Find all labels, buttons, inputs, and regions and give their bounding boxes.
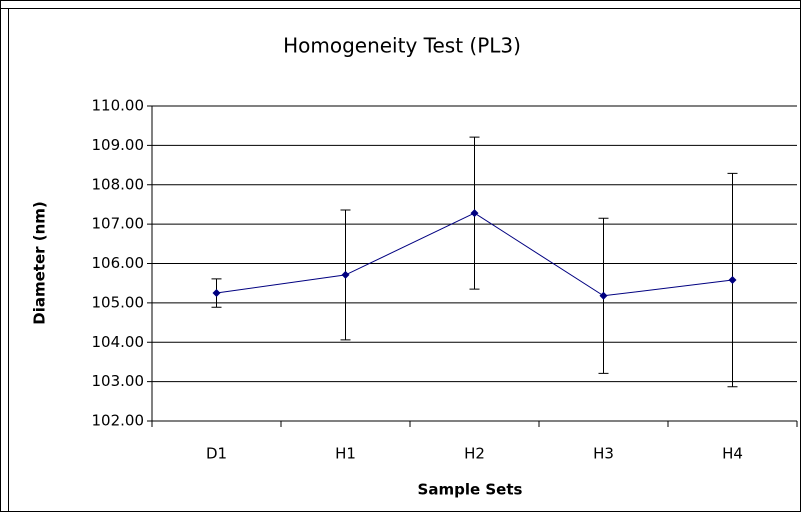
y-axis-label: Diameter (nm) [31, 201, 49, 325]
marker [341, 270, 350, 279]
marker [599, 291, 608, 300]
x-tick-label: D1 [206, 445, 227, 463]
marker [470, 209, 479, 218]
y-tick-label: 104.00 [92, 333, 145, 351]
chart-title: Homogeneity Test (PL3) [283, 34, 521, 58]
y-tick-label: 109.00 [92, 136, 145, 154]
x-tick-label: H4 [722, 445, 743, 463]
y-tick-label: 110.00 [92, 97, 145, 115]
y-tick-label: 105.00 [92, 293, 145, 311]
marker [728, 276, 737, 285]
y-tick-label: 107.00 [92, 215, 145, 233]
y-tick-label: 103.00 [92, 372, 145, 390]
y-tick-label: 108.00 [92, 175, 145, 193]
marker [212, 289, 221, 298]
x-tick-label: H2 [464, 445, 485, 463]
y-tick-label: 106.00 [92, 254, 145, 272]
y-tick-label: 102.00 [92, 412, 145, 430]
x-tick-label: H1 [335, 445, 356, 463]
x-axis-label: Sample Sets [418, 481, 523, 499]
x-tick-label: H3 [593, 445, 614, 463]
